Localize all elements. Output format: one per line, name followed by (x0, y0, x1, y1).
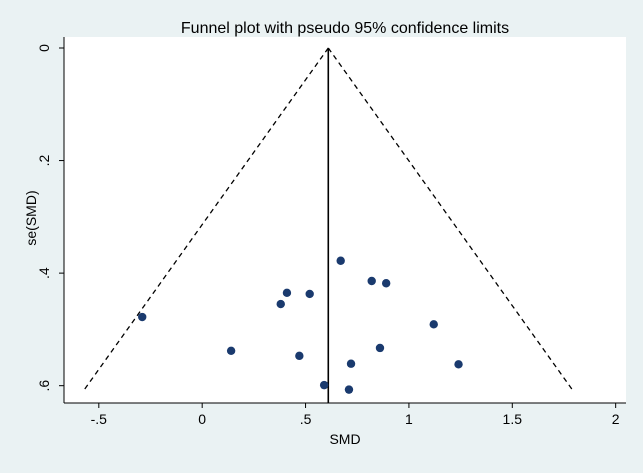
data-point (381, 279, 391, 288)
data-point (429, 320, 438, 329)
x-tick-label: 2 (612, 411, 620, 427)
chart-title: Funnel plot with pseudo 95% confidence l… (181, 20, 509, 37)
data-point (295, 351, 304, 361)
x-tick-label: .5 (300, 411, 312, 427)
y-tick-label: .2 (36, 155, 52, 167)
data-point (138, 312, 147, 322)
data-point (344, 385, 354, 394)
data-point (226, 346, 236, 355)
y-axis-label: se(SMD) (23, 190, 39, 245)
axes: -.5 0 .5 1 1.5 2 0 .2 .4 .6 (36, 37, 626, 427)
data-point (319, 380, 329, 390)
data-point (276, 299, 285, 309)
y-tick-label: .4 (36, 267, 52, 279)
x-tick-label: 0 (198, 411, 206, 427)
data-point (367, 276, 376, 286)
y-tick-label: .6 (36, 380, 52, 392)
left-confidence-limit (83, 47, 329, 391)
data-point (305, 289, 314, 299)
data-points (138, 256, 463, 394)
data-point (282, 288, 292, 298)
data-point (375, 343, 385, 353)
right-confidence-limit (327, 47, 573, 391)
x-tick-label: -.5 (91, 411, 108, 427)
x-tick-label: 1.5 (503, 411, 523, 427)
data-point (336, 256, 345, 265)
y-tick-label: 0 (36, 44, 52, 52)
data-point (454, 360, 463, 369)
data-point (346, 359, 356, 368)
plot-area (64, 37, 626, 403)
x-tick-label: 1 (405, 411, 413, 427)
x-axis-label: SMD (329, 431, 360, 447)
funnel-lines (83, 47, 573, 403)
